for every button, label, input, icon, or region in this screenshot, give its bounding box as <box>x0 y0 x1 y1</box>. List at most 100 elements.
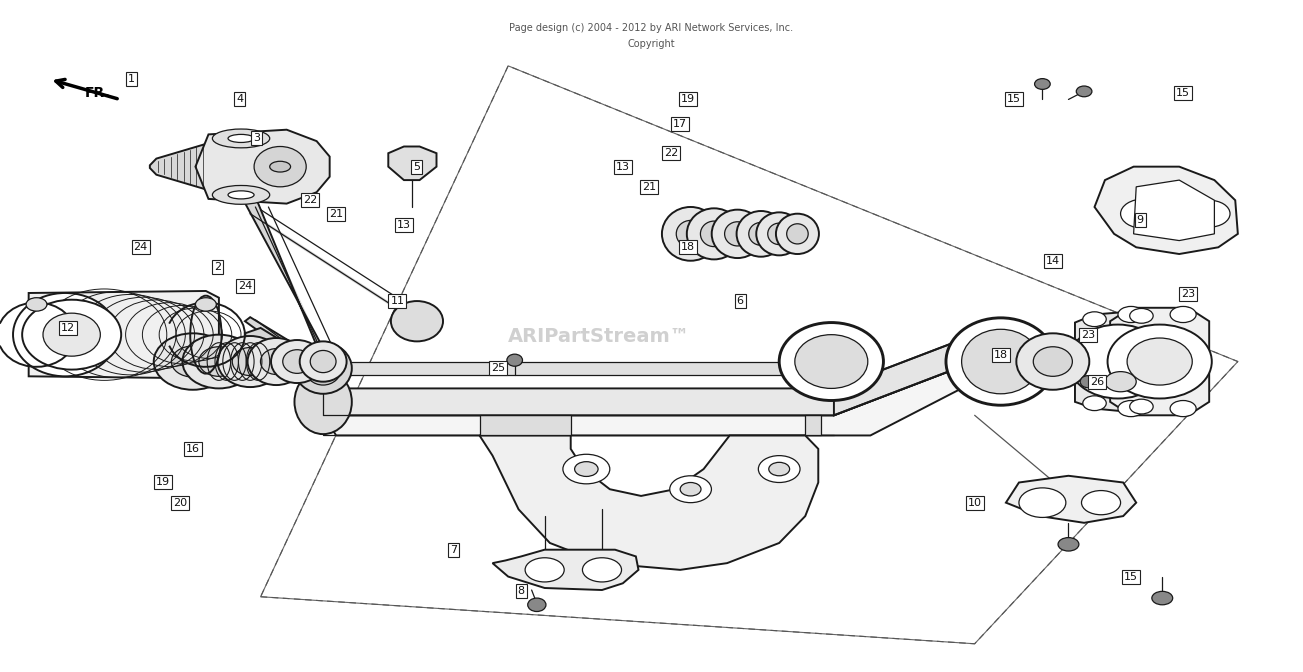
Ellipse shape <box>687 208 741 259</box>
Ellipse shape <box>218 336 283 387</box>
Ellipse shape <box>182 335 255 388</box>
Ellipse shape <box>13 293 117 376</box>
Ellipse shape <box>22 300 121 370</box>
Ellipse shape <box>575 462 598 476</box>
Text: 23: 23 <box>1182 290 1195 299</box>
Ellipse shape <box>1033 347 1072 376</box>
Text: 1: 1 <box>128 75 136 84</box>
Ellipse shape <box>212 185 270 204</box>
Text: 3: 3 <box>253 133 261 142</box>
Text: 22: 22 <box>304 196 317 205</box>
Polygon shape <box>1006 476 1136 523</box>
Ellipse shape <box>701 221 727 247</box>
Ellipse shape <box>680 482 701 496</box>
Ellipse shape <box>724 222 751 246</box>
Polygon shape <box>480 435 818 570</box>
Polygon shape <box>323 335 975 415</box>
Text: 18: 18 <box>681 243 694 252</box>
Ellipse shape <box>769 462 790 476</box>
Ellipse shape <box>1076 86 1092 97</box>
Text: 5: 5 <box>413 162 421 171</box>
Ellipse shape <box>662 207 719 261</box>
Polygon shape <box>245 200 323 362</box>
Ellipse shape <box>391 301 443 341</box>
Polygon shape <box>493 550 638 590</box>
Polygon shape <box>1134 180 1214 241</box>
Text: 23: 23 <box>1081 330 1095 339</box>
Ellipse shape <box>232 347 268 376</box>
Text: 10: 10 <box>968 498 981 507</box>
Ellipse shape <box>171 346 214 377</box>
Ellipse shape <box>43 313 100 356</box>
Text: 22: 22 <box>665 149 678 158</box>
Ellipse shape <box>1105 372 1136 392</box>
Text: 2: 2 <box>214 263 222 272</box>
Ellipse shape <box>271 340 323 383</box>
Text: 13: 13 <box>397 220 410 230</box>
Text: 15: 15 <box>1124 572 1138 581</box>
Ellipse shape <box>670 476 711 503</box>
Text: 20: 20 <box>173 498 186 507</box>
Ellipse shape <box>26 298 47 311</box>
Text: 24: 24 <box>134 243 147 252</box>
Ellipse shape <box>270 161 291 172</box>
Ellipse shape <box>777 214 820 254</box>
Text: 7: 7 <box>450 545 457 554</box>
Ellipse shape <box>248 338 305 385</box>
Ellipse shape <box>1068 325 1167 398</box>
Ellipse shape <box>195 298 216 311</box>
Text: 16: 16 <box>186 444 199 454</box>
Ellipse shape <box>29 302 102 367</box>
Text: 24: 24 <box>238 281 251 290</box>
Ellipse shape <box>228 134 254 142</box>
Ellipse shape <box>563 454 610 484</box>
Ellipse shape <box>305 351 341 385</box>
Text: Copyright: Copyright <box>628 39 675 48</box>
Ellipse shape <box>1188 200 1230 227</box>
Ellipse shape <box>228 191 254 199</box>
Ellipse shape <box>528 598 546 612</box>
Ellipse shape <box>1118 306 1144 323</box>
Ellipse shape <box>758 456 800 482</box>
Ellipse shape <box>736 211 786 257</box>
Text: 11: 11 <box>391 296 404 306</box>
Ellipse shape <box>962 329 1040 394</box>
Ellipse shape <box>582 558 622 582</box>
Ellipse shape <box>676 220 705 247</box>
Ellipse shape <box>1130 399 1153 414</box>
Ellipse shape <box>310 351 336 372</box>
Text: 21: 21 <box>330 209 343 218</box>
Ellipse shape <box>1083 312 1106 327</box>
Text: 15: 15 <box>1007 95 1020 104</box>
Ellipse shape <box>805 343 863 394</box>
Text: 18: 18 <box>994 350 1007 360</box>
Polygon shape <box>388 146 437 180</box>
Text: 12: 12 <box>61 323 74 333</box>
Ellipse shape <box>1121 199 1167 228</box>
Ellipse shape <box>261 349 292 374</box>
Polygon shape <box>29 291 219 378</box>
Ellipse shape <box>787 224 808 244</box>
Ellipse shape <box>1127 338 1192 385</box>
Text: 25: 25 <box>491 364 504 373</box>
Ellipse shape <box>1118 401 1144 417</box>
Text: 14: 14 <box>1046 256 1059 265</box>
Text: 6: 6 <box>736 296 744 306</box>
Text: Page design (c) 2004 - 2012 by ARI Network Services, Inc.: Page design (c) 2004 - 2012 by ARI Netwo… <box>509 24 794 33</box>
Ellipse shape <box>1058 538 1079 551</box>
Ellipse shape <box>1170 401 1196 417</box>
Ellipse shape <box>300 341 347 382</box>
Ellipse shape <box>1016 333 1089 390</box>
Ellipse shape <box>212 129 270 148</box>
Polygon shape <box>150 143 208 190</box>
Text: 19: 19 <box>681 95 694 104</box>
Ellipse shape <box>779 323 883 401</box>
Ellipse shape <box>507 354 523 366</box>
Ellipse shape <box>1081 491 1121 515</box>
Text: 15: 15 <box>1177 88 1190 97</box>
Ellipse shape <box>1083 396 1106 411</box>
Polygon shape <box>1095 167 1238 254</box>
Polygon shape <box>834 335 975 415</box>
Ellipse shape <box>1130 308 1153 323</box>
Text: 13: 13 <box>616 162 629 171</box>
